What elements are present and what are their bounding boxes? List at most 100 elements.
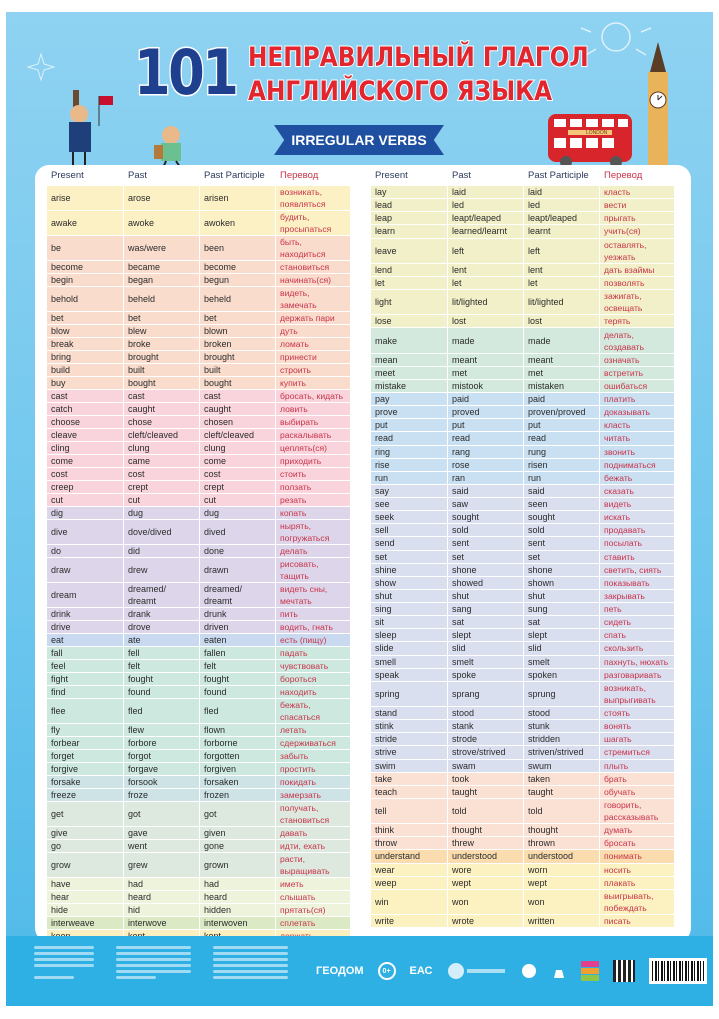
cell-past-participle: written [524, 915, 600, 928]
cell-present: give [47, 827, 124, 839]
cell-translation: держать пари [280, 313, 335, 323]
cell-past: leapt/leaped [448, 212, 524, 225]
cell-translation: плакать [604, 877, 636, 888]
cell-past-participle: worn [524, 863, 600, 876]
cell-translation: копать [280, 508, 307, 518]
cell-past: told [448, 798, 524, 824]
verb-row-fall: fall fell fallen падать [47, 647, 350, 660]
cell-present: interweave [47, 917, 124, 929]
bus-sign: LONDON [586, 130, 608, 136]
cell-translation: видеть сны, мечтать [280, 584, 328, 606]
cell-translation: летать [280, 725, 307, 735]
cell-past: read [448, 432, 524, 445]
verb-row-learn: learn learned/learnt learnt учить(ся) [371, 225, 674, 239]
cell-translation: искать [604, 512, 631, 523]
cell-past-participle: dived [200, 520, 276, 544]
verb-row-speak: speak spoke spoken разговаривать [371, 668, 674, 682]
cell-past: won [448, 889, 524, 914]
verb-row-stink: stink stank stunk вонять [371, 720, 674, 734]
cell-past: drank [124, 608, 200, 620]
cell-present: have [47, 878, 124, 890]
cell-present: rise [371, 458, 448, 471]
cell-present: learn [371, 225, 448, 238]
cell-translation: нырять, погружаться [280, 521, 330, 543]
cell-present: do [47, 545, 124, 557]
cell-past-participle: spoken [524, 668, 600, 681]
verb-row-have: have had had иметь [47, 878, 350, 891]
cell-present: teach [371, 785, 448, 798]
verb-row-leave: leave left left оставлять, уезжать [371, 238, 674, 264]
cell-past-participle: meant [524, 353, 600, 366]
verb-row-interweave: interweave interwove interwoven сплетать [47, 917, 350, 930]
cell-present: write [371, 915, 448, 928]
verb-row-buy: buy bought bought купить [47, 377, 350, 390]
verb-row-freeze: freeze froze frozen замерзать [47, 789, 350, 802]
cell-translation: петь [604, 604, 622, 615]
cell-past-participle: led [524, 199, 600, 212]
cell-translation: оставлять, уезжать [604, 239, 647, 262]
cell-present: cast [47, 390, 124, 402]
cell-past-participle: sung [524, 603, 600, 616]
cell-translation: чувствовать [280, 661, 329, 671]
qr-code [612, 960, 635, 982]
cell-present: spring [371, 681, 448, 706]
verb-row-dive: dive dove/dived dived нырять, погружаться [47, 520, 350, 545]
cell-present: see [371, 498, 448, 511]
verb-row-sell: sell sold sold продавать [371, 524, 674, 538]
cell-translation: покидать [280, 777, 317, 787]
cell-translation: подниматься [604, 459, 656, 470]
cell-translation: водить, гнать [280, 622, 333, 632]
verb-row-read: read read read читать [371, 432, 674, 446]
cell-past-participle: become [200, 261, 276, 273]
verb-row-awake: awake awoke awoken будить, просыпаться [47, 211, 350, 236]
cell-translation: расти, выращивать [280, 854, 330, 876]
header-past-participle: Past Participle [204, 170, 265, 181]
cell-present: let [371, 276, 448, 289]
lamp-icon [553, 970, 564, 978]
verb-row-say: say said said сказать [371, 484, 674, 498]
cell-past-participle: flown [200, 724, 276, 736]
table-body: arise arose arisen возникать, появляться awa… [47, 186, 350, 956]
cell-translation: простить [280, 764, 316, 774]
cell-past-participle: interwoven [200, 917, 276, 929]
cell-present: drink [47, 608, 124, 620]
verb-row-catch: catch caught caught ловить [47, 403, 350, 416]
cell-past-participle: stunk [524, 720, 600, 733]
cell-present: dig [47, 507, 124, 519]
cell-translation: выигрывать, побеждать [604, 890, 654, 913]
speech-bubble-icon [521, 964, 536, 978]
cell-past: left [448, 238, 524, 263]
cell-past-participle: leapt/leaped [524, 212, 600, 225]
cell-past-participle: heard [200, 891, 276, 903]
cell-past-participle: cleft/cleaved [200, 429, 276, 441]
verb-row-strive: strive strove/strived striven/strived стрем… [371, 746, 674, 760]
verb-row-do: do did done делать [47, 545, 350, 558]
cell-past: bought [124, 377, 200, 389]
cell-past: wore [448, 863, 524, 876]
verb-row-meet: meet met met встретить [371, 366, 674, 380]
cell-present: sing [371, 603, 448, 616]
cell-past-participle: paid [524, 393, 600, 406]
cell-past-participle: shone [524, 563, 600, 576]
cell-translation: видеть [604, 499, 632, 510]
cell-translation: возникать, выпрыгивать [604, 682, 656, 705]
cell-present: get [47, 802, 124, 826]
verb-row-tell: tell told told говорить, рассказывать [371, 798, 674, 825]
cell-past: chose [124, 416, 200, 428]
verb-row-begin: begin began begun начинать(ся) [47, 274, 350, 287]
cell-present: break [47, 338, 124, 350]
cell-past: strove/strived [448, 746, 524, 759]
cell-present: become [47, 261, 124, 273]
verb-row-forsake: forsake forsook forsaken покидать [47, 776, 350, 789]
cell-past-participle: drawn [200, 558, 276, 582]
verb-row-make: make made made делать, создавать [371, 328, 674, 354]
cell-present: build [47, 364, 124, 376]
cell-translation: дать взаймы [604, 264, 655, 275]
table-body: lay laid laid класть lead led led вести leap leap… [371, 186, 674, 929]
cell-past-participle: forborne [200, 737, 276, 749]
cell-present: ring [371, 445, 448, 458]
cell-present: stand [371, 707, 448, 720]
verb-row-dream: dream dreamed/ dreamt dreamed/ dreamt видет… [47, 583, 350, 608]
cell-translation: падать [280, 648, 308, 658]
cell-past: set [448, 550, 524, 563]
